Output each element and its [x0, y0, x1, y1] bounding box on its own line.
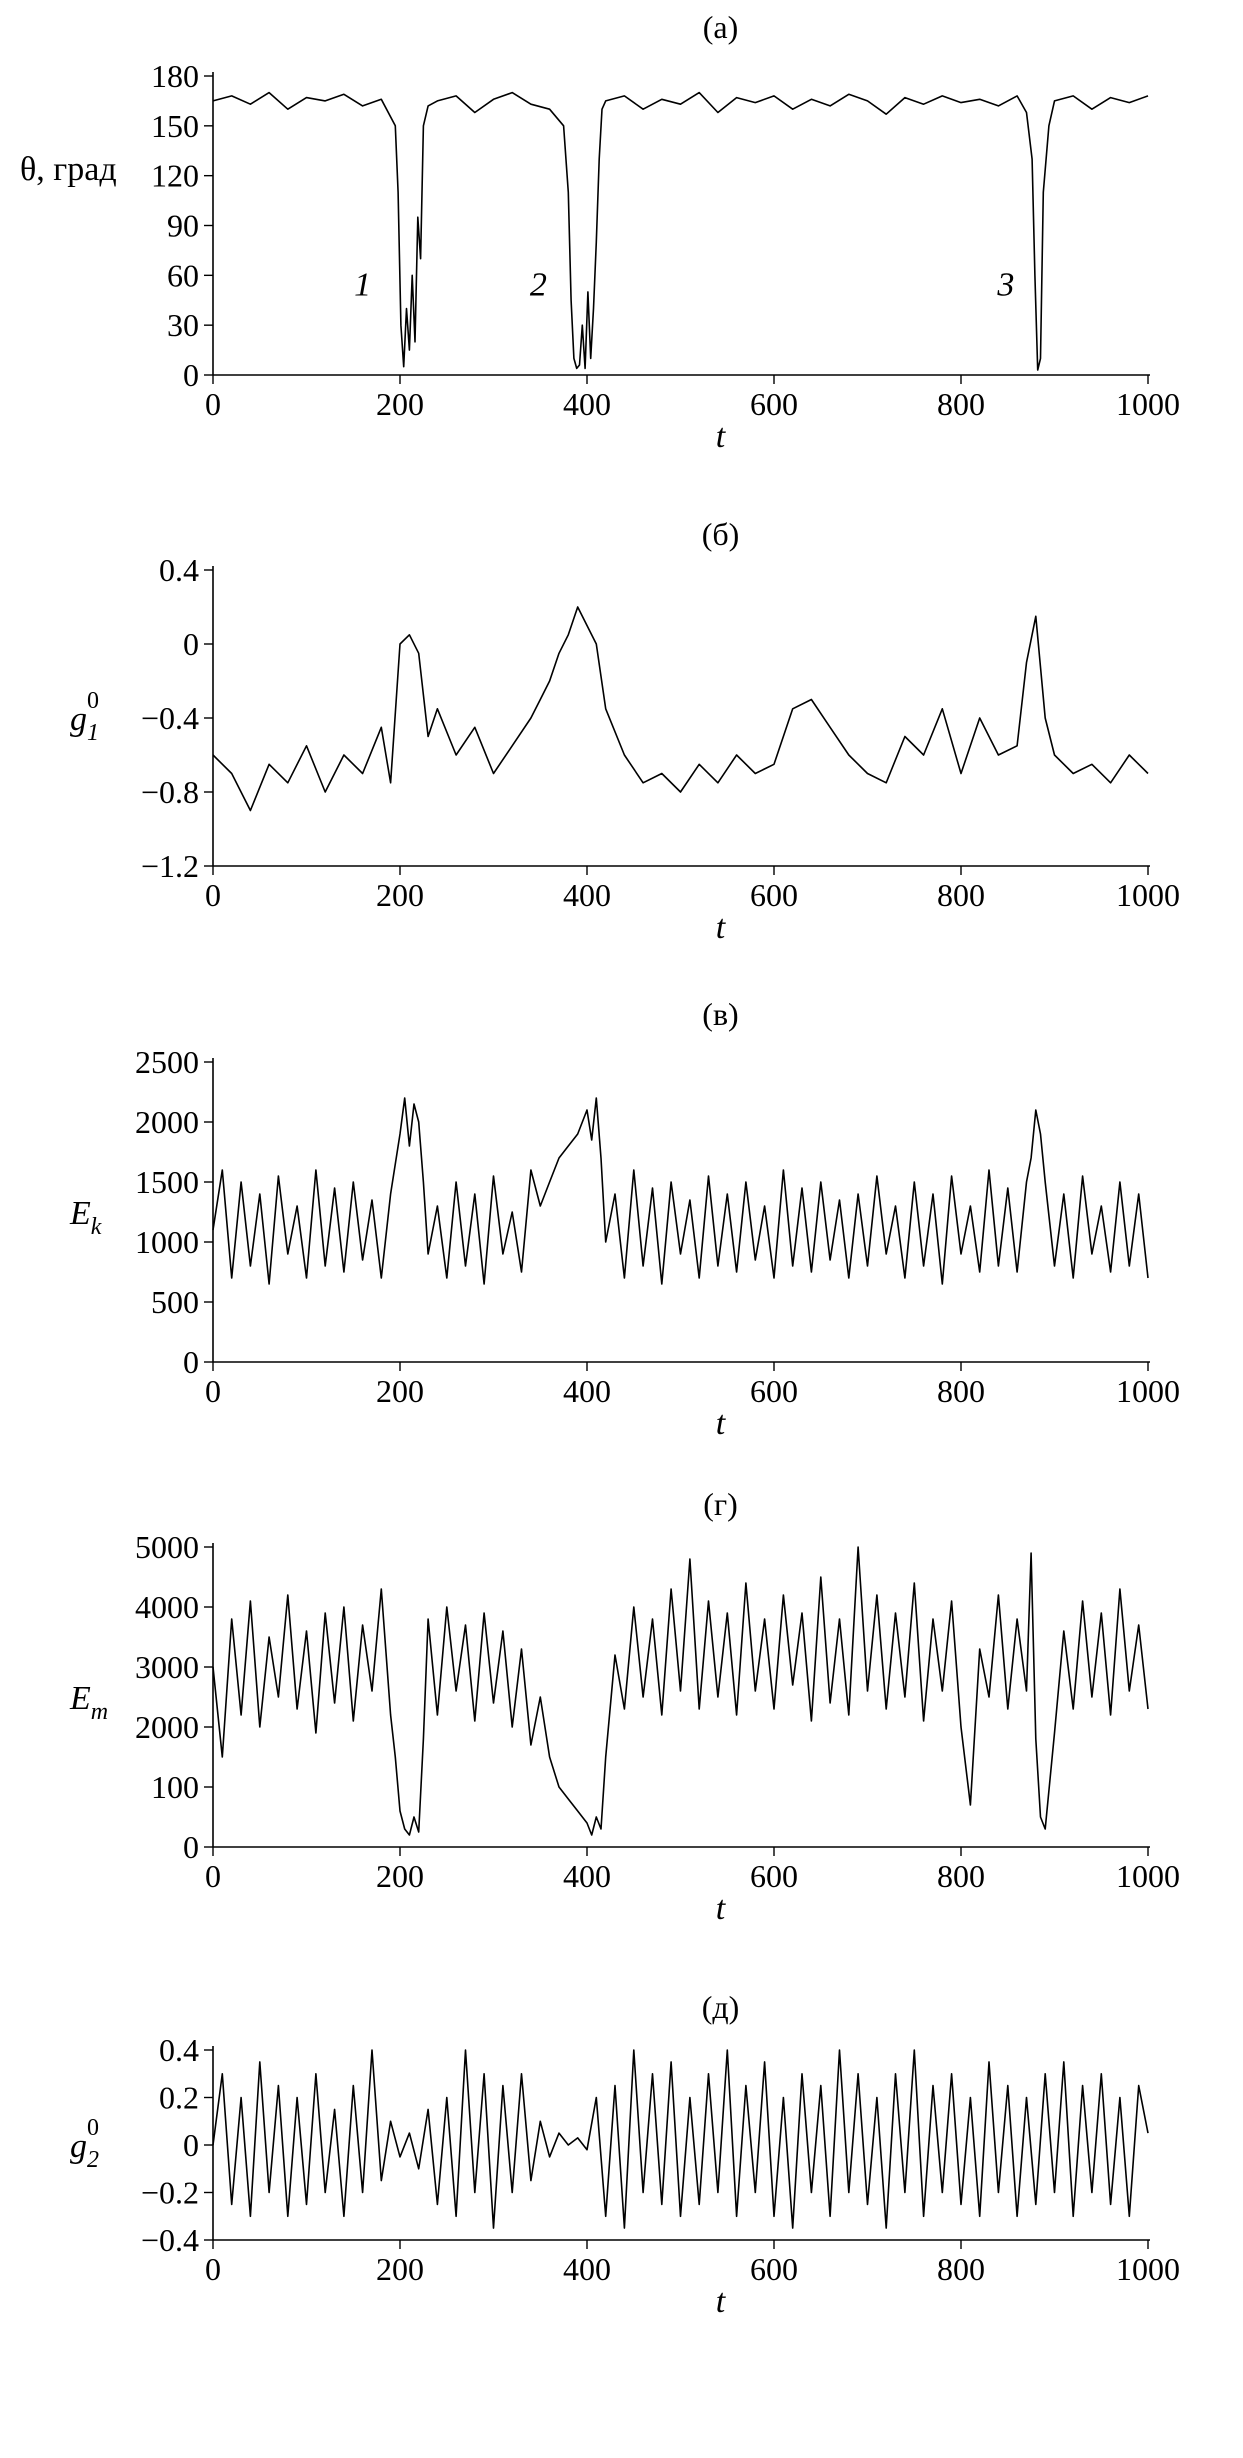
- x-tick-label: 600: [750, 386, 798, 422]
- x-axis-label: t: [716, 2283, 727, 2320]
- y-tick-label: 0: [183, 357, 199, 393]
- event-annotation: 1: [354, 266, 371, 303]
- series-line: [212, 2049, 1149, 2229]
- x-tick-label: 0: [205, 1858, 221, 1894]
- x-axis-label: t: [716, 1405, 727, 1442]
- y-tick-label: 0: [183, 2127, 199, 2163]
- x-tick-label: 200: [376, 877, 424, 913]
- y-tick-label: 2000: [135, 1709, 199, 1745]
- x-tick-label: 800: [937, 1858, 985, 1894]
- x-tick-label: 400: [563, 877, 611, 913]
- x-axis-label: t: [716, 909, 727, 946]
- series-line: [212, 1546, 1149, 1836]
- panel-label: (в): [702, 996, 738, 1032]
- y-tick-label: −0.8: [141, 774, 199, 810]
- x-tick-label: 0: [205, 1373, 221, 1409]
- y-tick-label: 90: [167, 208, 199, 244]
- x-tick-label: 800: [937, 386, 985, 422]
- series-line: [212, 91, 1149, 371]
- x-tick-label: 600: [750, 877, 798, 913]
- x-tick-label: 1000: [1116, 1858, 1180, 1894]
- x-tick-label: 1000: [1116, 1373, 1180, 1409]
- y-tick-label: 0.4: [159, 2032, 199, 2068]
- x-tick-label: 800: [937, 2251, 985, 2287]
- panel-label: (г): [703, 1486, 737, 1522]
- x-tick-label: 1000: [1116, 2251, 1180, 2287]
- x-tick-label: 400: [563, 1373, 611, 1409]
- y-tick-label: −0.4: [141, 700, 199, 736]
- y-tick-label: 1000: [135, 1224, 199, 1260]
- panel-4: (д) 0 200 400 600 800 1000 0.4 0.2 0 −0.2 −0.4 t g20: [70, 1989, 1180, 2320]
- y-tick-label: 2000: [135, 1104, 199, 1140]
- series-line: [212, 606, 1149, 812]
- y-tick-label: 150: [151, 108, 199, 144]
- panel-1: (б) 0 200 400 600 800 1000 0.4 0 −0.4 −0.8 −1.2 t g10: [70, 516, 1180, 946]
- y-tick-label: 0: [183, 1344, 199, 1380]
- y-axis-label: θ, град: [20, 151, 117, 188]
- x-tick-label: 600: [750, 1858, 798, 1894]
- y-tick-label: 500: [151, 1284, 199, 1320]
- y-tick-label: 0.2: [159, 2080, 199, 2116]
- y-tick-label: 100: [151, 1769, 199, 1805]
- panel-2: (в) 0 200 400 600 800 1000 0 500 1000 1500 2000 2500…: [69, 996, 1180, 1442]
- x-tick-label: 200: [376, 1373, 424, 1409]
- y-axis-label: Ek: [69, 1195, 102, 1240]
- panel-label: (д): [702, 1989, 740, 2025]
- y-tick-label: 0.4: [159, 552, 199, 588]
- x-tick-label: 400: [563, 1858, 611, 1894]
- y-tick-label: 0: [183, 626, 199, 662]
- x-tick-label: 0: [205, 386, 221, 422]
- y-tick-label: 3000: [135, 1649, 199, 1685]
- y-tick-label: −1.2: [141, 848, 199, 884]
- event-annotation: 2: [530, 266, 547, 303]
- x-tick-label: 200: [376, 2251, 424, 2287]
- x-tick-label: 400: [563, 2251, 611, 2287]
- x-tick-label: 400: [563, 386, 611, 422]
- event-annotation: 3: [996, 266, 1014, 303]
- x-tick-label: 600: [750, 1373, 798, 1409]
- y-axis-label: Em: [69, 1680, 108, 1725]
- y-tick-label: 180: [151, 58, 199, 94]
- x-tick-label: 0: [205, 877, 221, 913]
- panel-label: (а): [703, 9, 739, 45]
- y-tick-label: −0.2: [141, 2175, 199, 2211]
- y-tick-label: 30: [167, 307, 199, 343]
- x-tick-label: 1000: [1116, 386, 1180, 422]
- y-axis-label: g10: [70, 688, 99, 746]
- y-tick-label: 5000: [135, 1529, 199, 1565]
- x-tick-label: 0: [205, 2251, 221, 2287]
- panel-3: (г) 0 200 400 600 800 1000 0 100 2000 3000 4000 5000…: [69, 1486, 1180, 1927]
- y-tick-label: 4000: [135, 1589, 199, 1625]
- series-line: [212, 1097, 1149, 1285]
- y-tick-label: 60: [167, 257, 199, 293]
- panel-label: (б): [702, 516, 740, 552]
- x-tick-label: 800: [937, 1373, 985, 1409]
- x-tick-label: 200: [376, 1858, 424, 1894]
- y-tick-label: 0: [183, 1829, 199, 1865]
- x-axis-label: t: [716, 1890, 727, 1927]
- x-axis-label: t: [716, 418, 727, 455]
- x-tick-label: 800: [937, 877, 985, 913]
- y-tick-label: −0.4: [141, 2222, 199, 2258]
- x-tick-label: 600: [750, 2251, 798, 2287]
- x-tick-label: 1000: [1116, 877, 1180, 913]
- y-tick-label: 1500: [135, 1164, 199, 1200]
- y-tick-label: 2500: [135, 1044, 199, 1080]
- x-tick-label: 200: [376, 386, 424, 422]
- y-axis-label: g20: [70, 2115, 99, 2173]
- y-tick-label: 120: [151, 158, 199, 194]
- panel-0: (а) 0 200 400 600 800 1000 0 30 60 90 120 150 180 t θ, …: [20, 9, 1180, 455]
